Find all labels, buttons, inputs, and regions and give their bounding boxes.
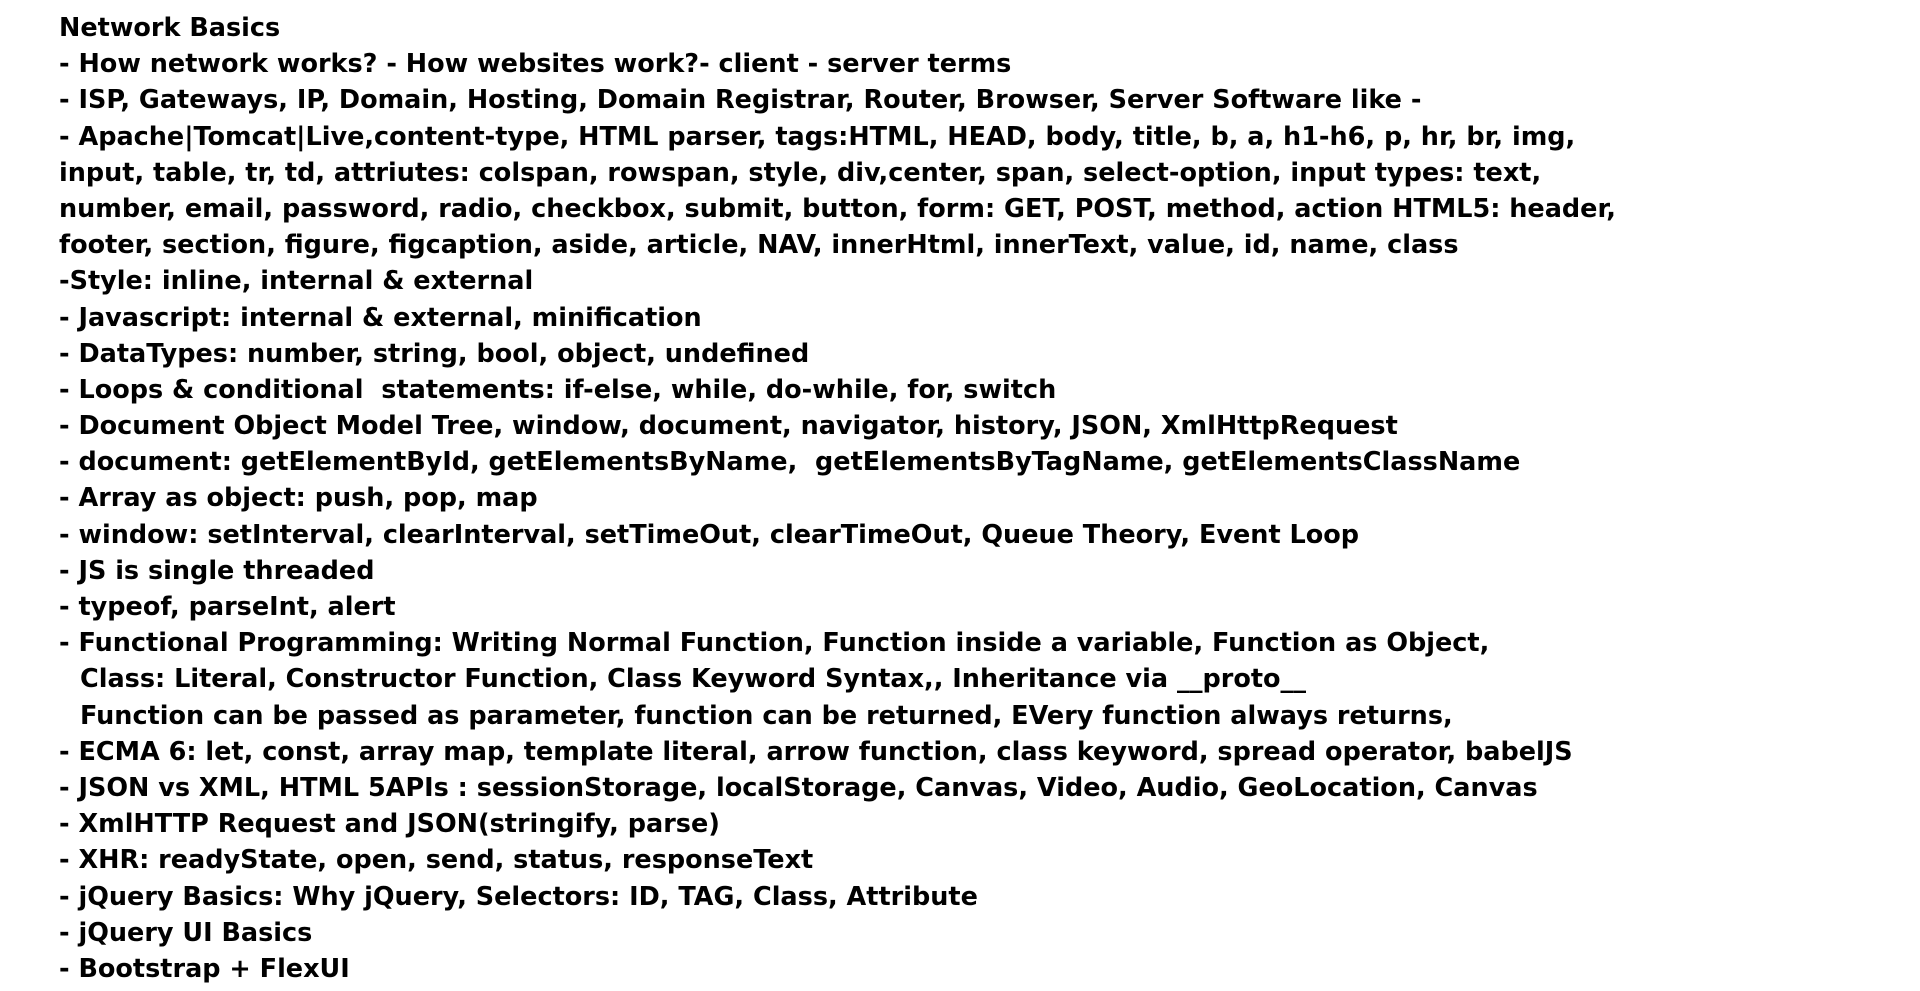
line: - window: setInterval, clearInterval, se… xyxy=(59,519,1360,550)
line: - Bootstrap + FlexUI xyxy=(59,953,350,984)
line: - XmlHTTP Request and JSON(stringify, pa… xyxy=(59,809,720,840)
line: - XHR: readyState, open, send, status, r… xyxy=(59,845,814,876)
line: - ISP, Gateways, IP, Domain, Hosting, Do… xyxy=(59,85,1422,116)
line: - Array as object: push, pop, map xyxy=(59,483,538,514)
line: - jQuery Basics: Why jQuery, Selectors: … xyxy=(59,881,978,912)
line: - How network works? - How websites work… xyxy=(59,49,1012,80)
line: - Document Object Model Tree, window, do… xyxy=(59,411,1398,442)
line: - typeof, parseInt, alert xyxy=(59,592,396,622)
line: number, email, password, radio, checkbox… xyxy=(59,193,1616,224)
line: - Apache|Tomcat|Live,content-type, HTML … xyxy=(59,121,1576,152)
document: Network Basics - How network works? - Ho… xyxy=(59,10,1616,987)
heading: Network Basics xyxy=(59,13,281,43)
line: - Loops & conditional statements: if-els… xyxy=(59,374,1057,405)
line: - Javascript: internal & external, minif… xyxy=(59,302,702,333)
line: Function can be passed as parameter, fun… xyxy=(80,700,1453,731)
line: footer, section, figure, figcaption, asi… xyxy=(59,230,1459,261)
line: - jQuery UI Basics xyxy=(59,917,313,948)
line: - document: getElementById, getElementsB… xyxy=(59,447,1521,478)
line: - DataTypes: number, string, bool, objec… xyxy=(59,338,810,369)
line: - Functional Programming: Writing Normal… xyxy=(59,628,1490,659)
line: -Style: inline, internal & external xyxy=(59,266,534,297)
line: input, table, tr, td, attriutes: colspan… xyxy=(59,157,1542,188)
line: Class: Literal, Constructor Function, Cl… xyxy=(80,664,1307,695)
line: - JS is single threaded xyxy=(59,555,375,586)
line: - ECMA 6: let, const, array map, templat… xyxy=(59,736,1573,767)
line: - JSON vs XML, HTML 5APIs : sessionStora… xyxy=(59,772,1538,803)
